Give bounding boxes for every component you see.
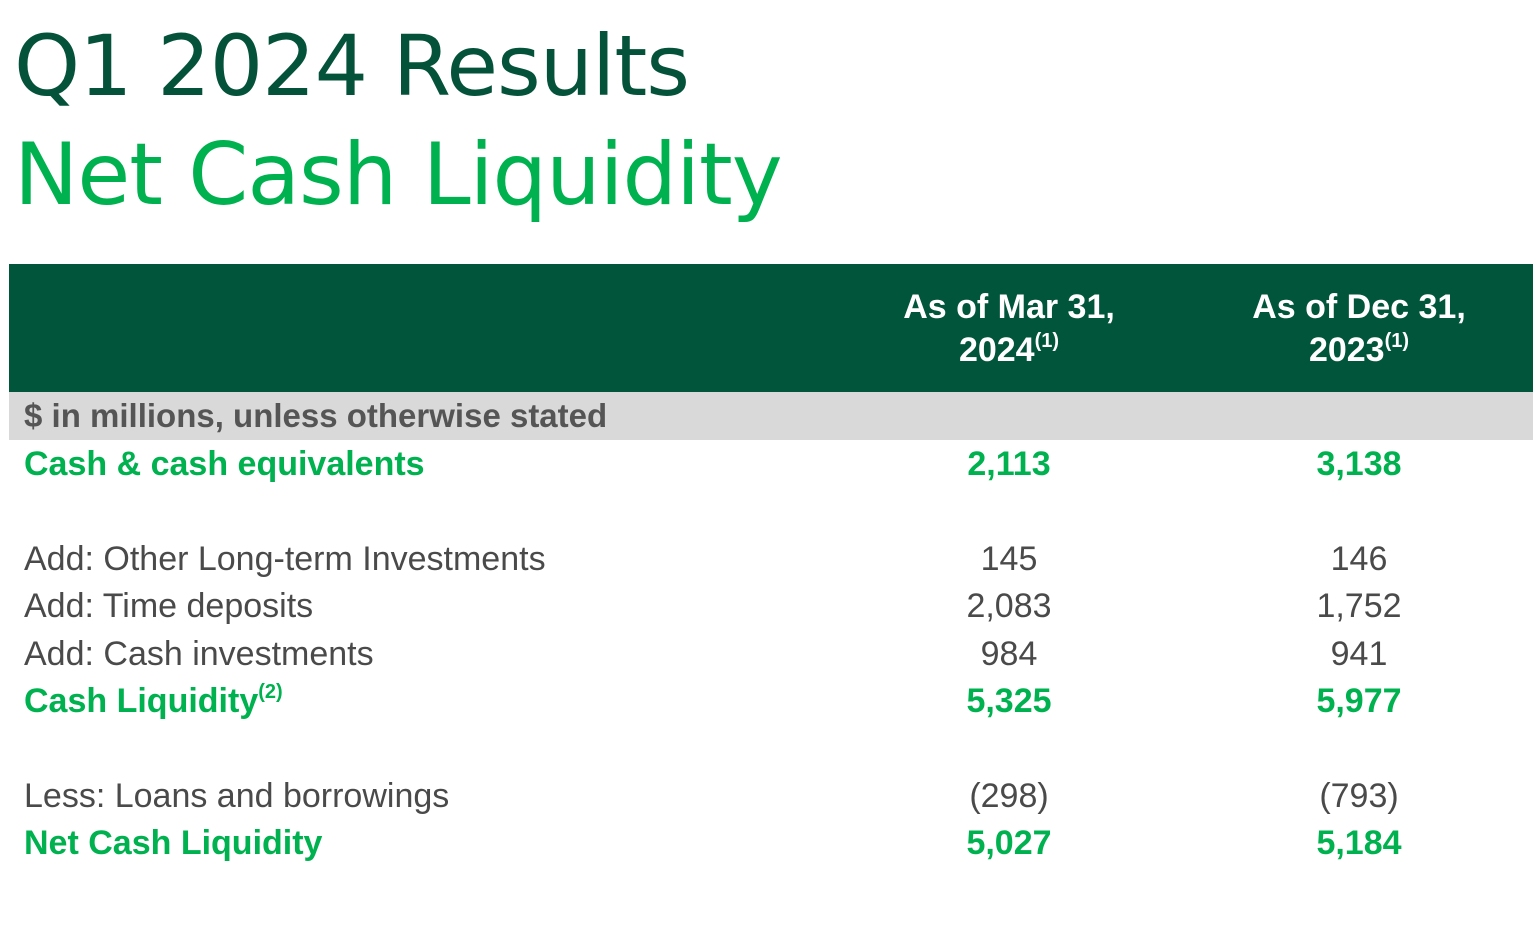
value-dec-2023: 5,184 <box>1316 824 1402 862</box>
value-mar-2024: 2,113 <box>967 445 1051 483</box>
table-row: Cash Liquidity(2) 5,325 5,977 <box>9 677 1533 725</box>
row-label: Add: Cash investments <box>24 635 374 673</box>
net-cash-liquidity-table: As of Mar 31, 2024(1) As of Dec 31, 2023… <box>9 264 1533 862</box>
value-mar-2024: 984 <box>980 635 1038 673</box>
column-header-line2: 2024 <box>958 331 1035 369</box>
page-title: Q1 2024 Results <box>14 17 690 115</box>
table-row: Add: Time deposits 2,083 1,752 <box>9 582 1533 630</box>
row-label: Net Cash Liquidity <box>24 824 323 862</box>
footnote-marker: (1) <box>1384 330 1410 352</box>
row-label: Cash & cash equivalents <box>24 445 425 483</box>
footnote-marker: (2) <box>258 681 283 703</box>
table-row: Add: Other Long-term Investments 145 146 <box>9 535 1533 583</box>
table-row: Less: Loans and borrowings (298) (793) <box>9 772 1533 820</box>
column-header-mar-2024: As of Mar 31, 2024(1) <box>839 286 1179 372</box>
value-mar-2024: 2,083 <box>966 587 1052 625</box>
value-dec-2023: 5,977 <box>1316 682 1402 720</box>
footnote-marker: (1) <box>1034 330 1060 352</box>
column-header-line1: As of Dec 31, <box>1252 288 1466 326</box>
table-header: As of Mar 31, 2024(1) As of Dec 31, 2023… <box>9 264 1533 392</box>
value-dec-2023: 3,138 <box>1316 445 1402 483</box>
table-row: Net Cash Liquidity 5,027 5,184 <box>9 819 1533 867</box>
page-subtitle: Net Cash Liquidity <box>14 125 783 225</box>
value-dec-2023: 1,752 <box>1316 587 1402 625</box>
column-header-line1: As of Mar 31, <box>903 288 1115 326</box>
row-label: Add: Time deposits <box>24 587 314 625</box>
row-label: Add: Other Long-term Investments <box>24 540 546 578</box>
table-row: Cash & cash equivalents 2,113 3,138 <box>9 440 1533 488</box>
units-note: $ in millions, unless otherwise stated <box>9 392 1533 440</box>
column-header-dec-2023: As of Dec 31, 2023(1) <box>1189 286 1529 372</box>
value-mar-2024: 5,027 <box>966 824 1052 862</box>
table-row: Add: Cash investments 984 941 <box>9 630 1533 678</box>
value-dec-2023: 941 <box>1330 635 1388 673</box>
value-mar-2024: 145 <box>980 540 1038 578</box>
row-label: Cash Liquidity <box>24 682 259 720</box>
value-mar-2024: 5,325 <box>966 682 1052 720</box>
column-header-line2: 2023 <box>1308 331 1385 369</box>
value-dec-2023: (793) <box>1319 777 1399 815</box>
value-mar-2024: (298) <box>969 777 1049 815</box>
value-dec-2023: 146 <box>1330 540 1388 578</box>
row-label: Less: Loans and borrowings <box>24 777 450 815</box>
